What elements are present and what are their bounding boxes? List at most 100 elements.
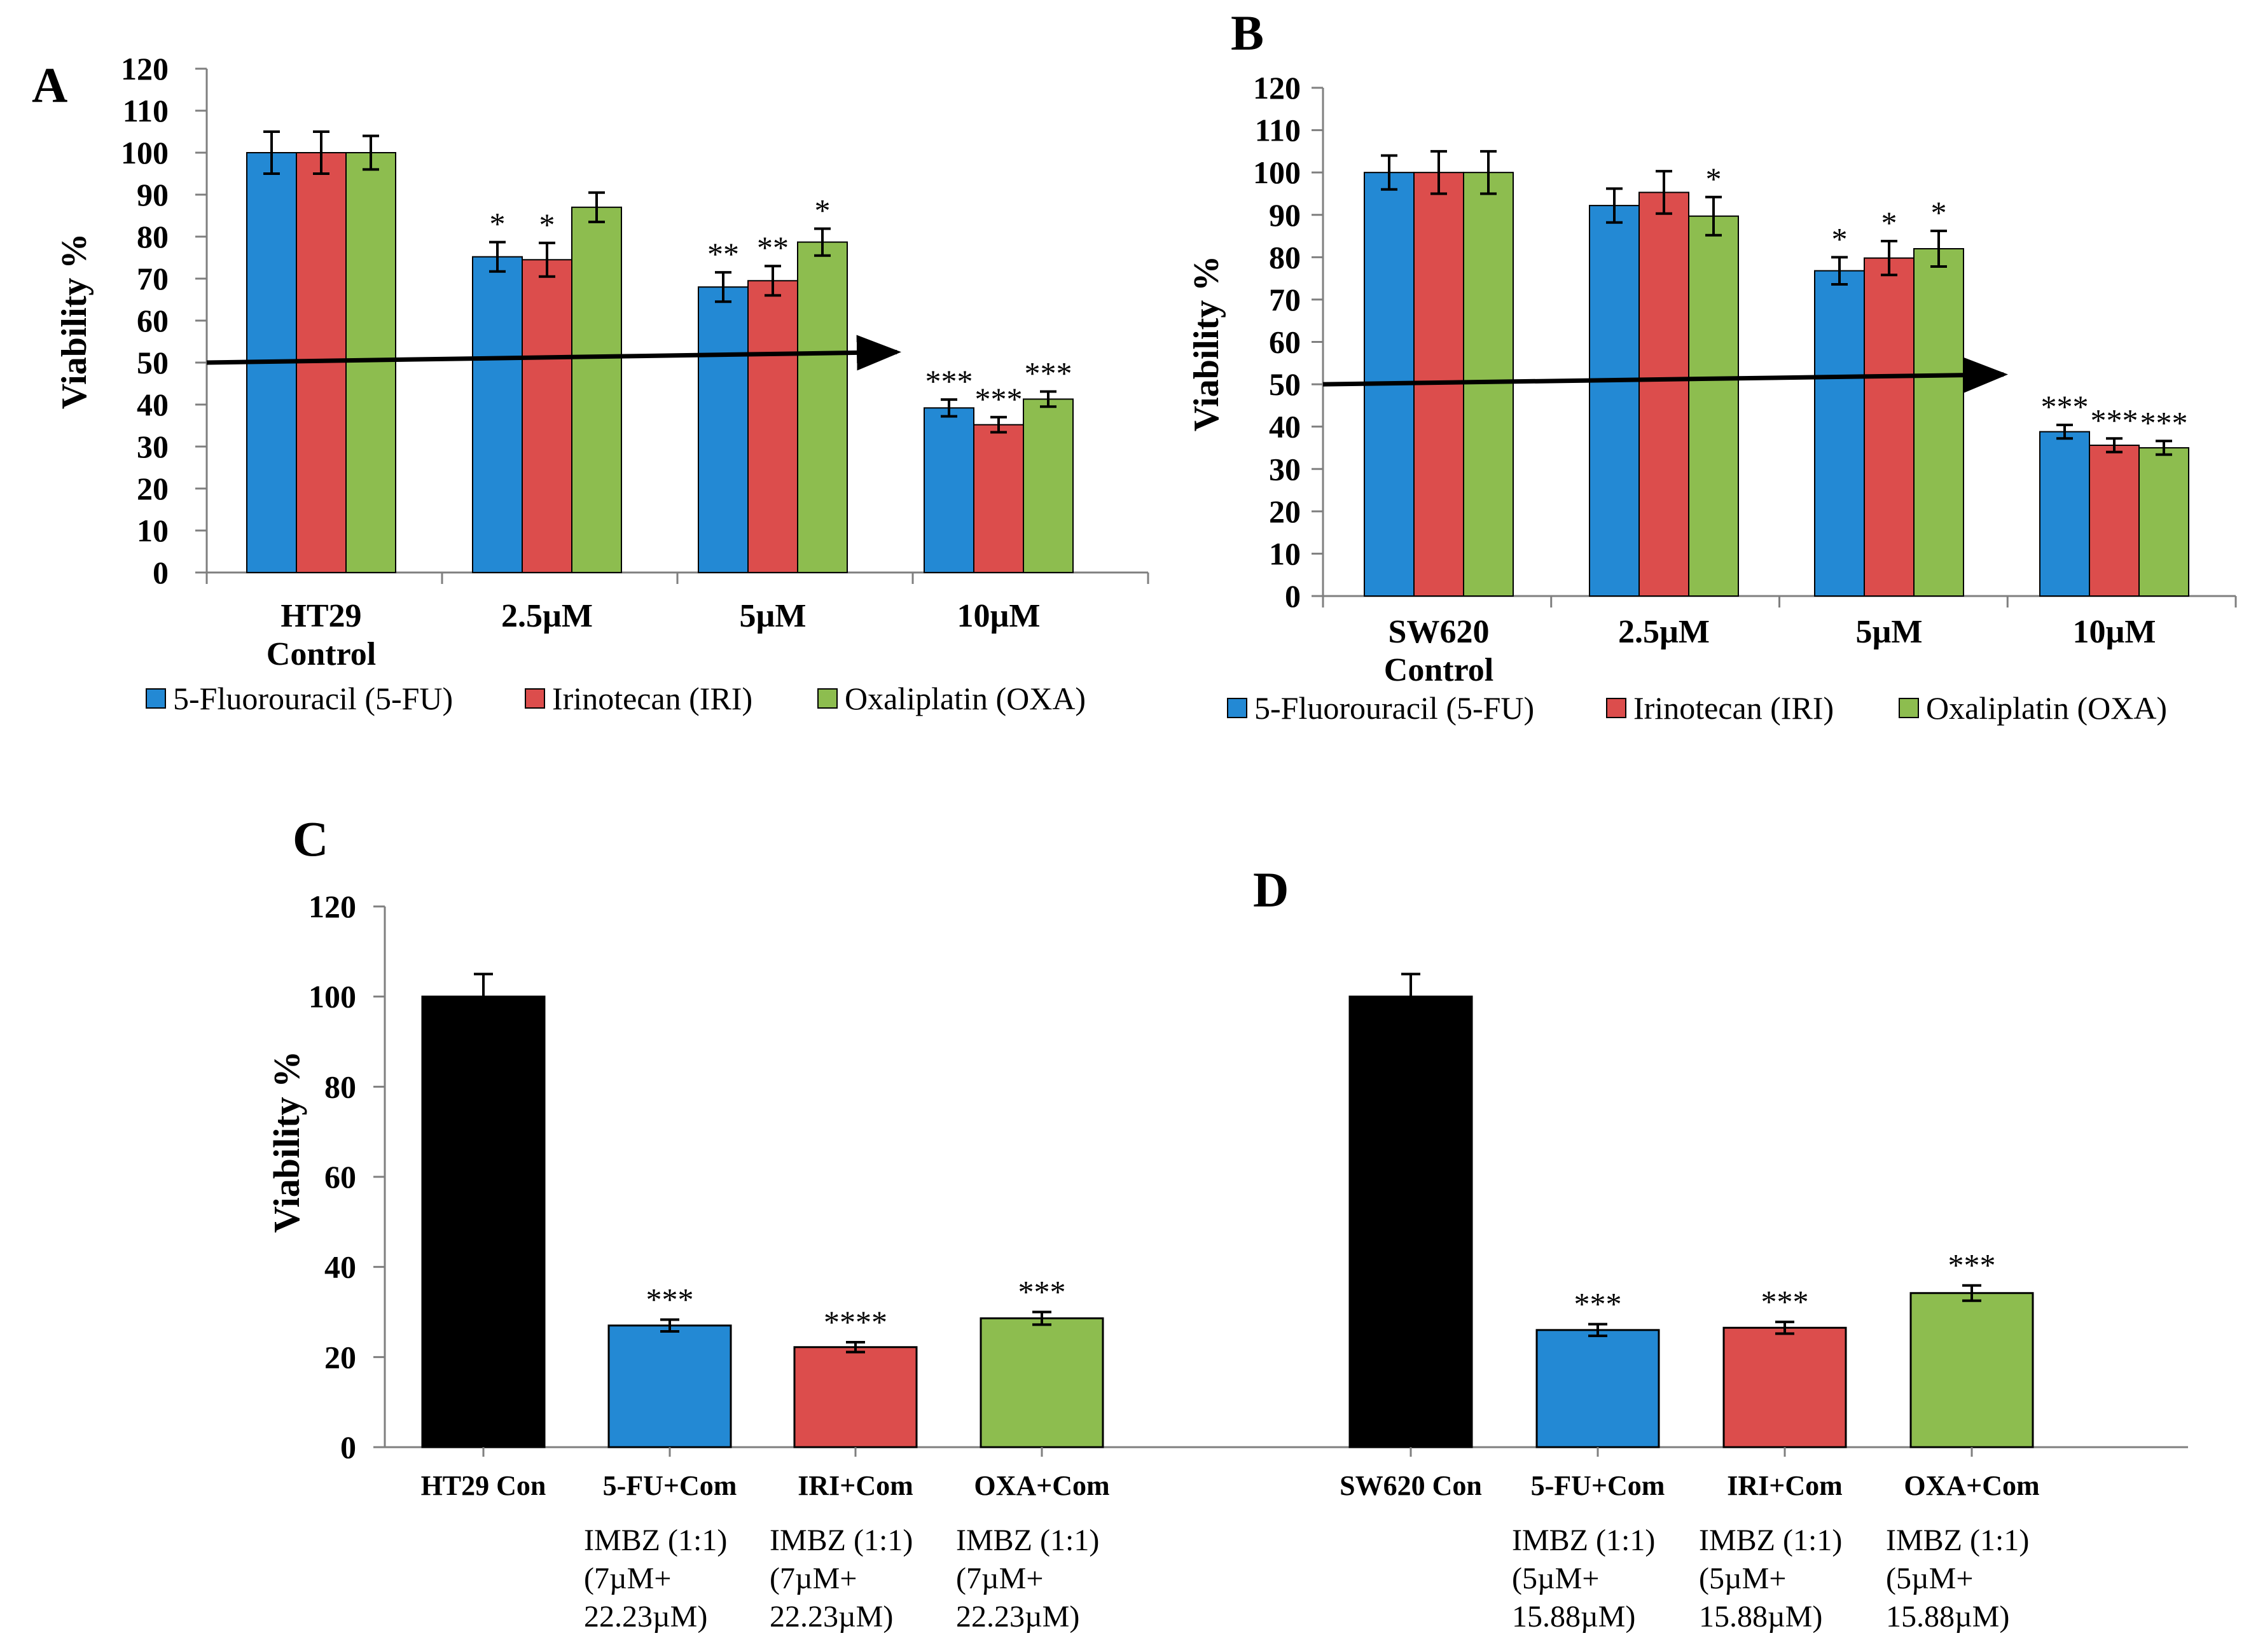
legend-label: Oxaliplatin (OXA): [1926, 690, 2167, 726]
legend-swatch-iri: [1606, 698, 1626, 718]
y-tick-label: 0: [340, 1429, 356, 1465]
significance-label: ***: [1025, 356, 1072, 391]
bar-label: 5-FU+Com: [603, 1470, 737, 1501]
y-tick-label: 100: [121, 135, 169, 170]
y-tick-label: 0: [153, 555, 169, 590]
bar-label: IRI+Com: [798, 1470, 913, 1501]
bar-sublabel: (7µM+: [770, 1562, 857, 1595]
category-label: Control: [267, 636, 376, 672]
y-tick-label: 90: [137, 177, 169, 212]
y-tick-label: 60: [1269, 324, 1301, 360]
bar-fu: [924, 407, 974, 574]
bar-oxa: [980, 1317, 1104, 1448]
y-axis-label: Viability %: [1187, 256, 1226, 431]
category-label: HT29: [281, 598, 361, 634]
category-label: 2.5µM: [501, 598, 593, 634]
legend-label: 5-Fluorouracil (5-FU): [1254, 690, 1534, 726]
bar-oxa: [345, 152, 396, 573]
significance-label: ***: [2041, 389, 2089, 424]
significance-label: **: [707, 236, 739, 272]
bar-sublabel: (5µM+: [1886, 1562, 1973, 1595]
y-tick-label: 70: [137, 261, 169, 296]
y-tick-label: 20: [1269, 494, 1301, 529]
y-tick-label: 80: [137, 219, 169, 254]
bar-iri: [2089, 444, 2140, 597]
y-tick-label: 70: [1269, 282, 1301, 317]
y-tick-label: 100: [308, 979, 356, 1015]
legend-label: Irinotecan (IRI): [552, 681, 752, 716]
trend-arrow: [1322, 357, 2008, 393]
y-tick-label: 50: [1269, 366, 1301, 402]
bar-sublabel: 22.23µM): [956, 1600, 1079, 1634]
category-label: 10µM: [957, 598, 1040, 634]
bar-sublabel: IMBZ (1:1): [584, 1524, 727, 1557]
bar-sublabel: 15.88µM): [1886, 1600, 2009, 1634]
bar-iri: [747, 280, 798, 573]
significance-label: *: [1706, 161, 1722, 197]
y-tick-label: 20: [324, 1339, 356, 1375]
bar-fu: [1535, 1329, 1660, 1448]
y-tick-label: 0: [1285, 578, 1301, 614]
legend-swatch-fu: [1227, 698, 1247, 718]
y-axis-label: Viability %: [55, 233, 94, 409]
bar-iri: [1722, 1326, 1847, 1448]
bar-sublabel: (5µM+: [1512, 1562, 1599, 1595]
bar-sublabel: IMBZ (1:1): [956, 1524, 1099, 1557]
y-tick-label: 120: [121, 51, 169, 87]
significance-label: ***: [2140, 405, 2188, 440]
y-tick-label: 80: [1269, 239, 1301, 275]
significance-label: ****: [824, 1304, 887, 1340]
y-tick-label: 10: [137, 513, 169, 548]
y-tick-label: 60: [324, 1159, 356, 1195]
bar-oxa: [797, 241, 848, 573]
y-tick-label: 80: [324, 1069, 356, 1104]
y-tick-label: 110: [1255, 113, 1301, 148]
significance-label: *: [1832, 221, 1848, 256]
significance-label: ***: [646, 1282, 694, 1317]
bar-sublabel: IMBZ (1:1): [1886, 1524, 2029, 1557]
bar-sublabel: IMBZ (1:1): [770, 1524, 913, 1557]
significance-label: ***: [925, 363, 973, 399]
panel-label-c: C: [293, 811, 328, 866]
legend-swatch-iri: [525, 688, 545, 709]
significance-label: *: [539, 207, 555, 242]
bar-iri: [1638, 191, 1689, 597]
bar-sublabel: 22.23µM): [584, 1600, 707, 1634]
bar-oxa: [571, 206, 622, 573]
bar-sublabel: 22.23µM): [770, 1600, 893, 1634]
y-tick-label: 20: [137, 471, 169, 506]
bar-oxa: [1688, 215, 1739, 597]
y-tick-label: 40: [1269, 409, 1301, 445]
y-axis-label: Viability %: [266, 1051, 307, 1233]
significance-label: *: [1881, 205, 1897, 240]
category-label: 10µM: [2072, 614, 2156, 650]
y-tick-label: 40: [324, 1249, 356, 1285]
y-tick-label: 100: [1253, 155, 1301, 190]
bar-fu: [698, 286, 749, 573]
y-tick-label: 120: [308, 889, 356, 924]
y-tick-label: 90: [1269, 197, 1301, 233]
y-tick-label: 30: [137, 429, 169, 464]
significance-label: *: [1931, 195, 1947, 230]
y-tick-label: 120: [1253, 70, 1301, 106]
y-tick-label: 50: [137, 345, 169, 380]
significance-label: *: [815, 192, 831, 228]
category-label: 2.5µM: [1618, 614, 1710, 650]
legend-label: Oxaliplatin (OXA): [845, 681, 1086, 716]
category-label: Control: [1384, 652, 1493, 688]
significance-label: ***: [1761, 1284, 1809, 1319]
bar-oxa: [1023, 398, 1074, 573]
bar-control: [1348, 996, 1473, 1448]
bar-fu: [2039, 431, 2090, 597]
bar-label: HT29 Con: [421, 1470, 546, 1501]
bar-label: 5-FU+Com: [1531, 1470, 1665, 1501]
category-label: 5µM: [1855, 614, 1922, 650]
bar-oxa: [1913, 248, 1964, 597]
bar-label: OXA+Com: [974, 1470, 1109, 1501]
bar-sublabel: 15.88µM): [1699, 1600, 1822, 1634]
significance-label: *: [490, 206, 506, 242]
y-tick-label: 110: [123, 93, 169, 128]
legend-swatch-fu: [146, 688, 166, 709]
bar-iri: [973, 424, 1024, 573]
